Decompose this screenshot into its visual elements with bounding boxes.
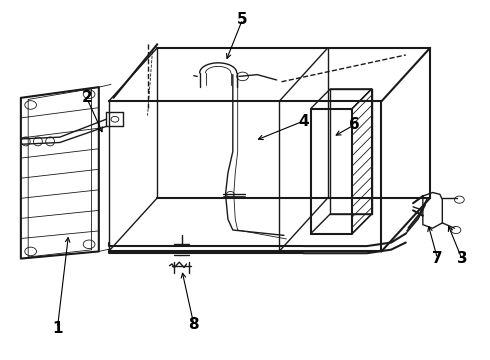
Text: 1: 1 <box>52 321 63 336</box>
Text: 3: 3 <box>457 251 467 266</box>
Text: 4: 4 <box>298 113 309 129</box>
Text: 6: 6 <box>349 117 360 132</box>
Text: 8: 8 <box>189 317 199 332</box>
Text: 2: 2 <box>81 90 92 105</box>
Text: 5: 5 <box>237 12 248 27</box>
Text: 7: 7 <box>432 251 443 266</box>
